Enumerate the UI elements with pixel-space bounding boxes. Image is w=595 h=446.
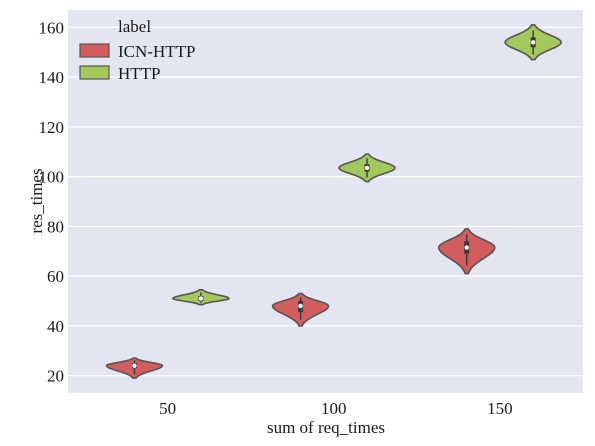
violins	[105, 24, 563, 379]
x-tick-label: 150	[487, 399, 513, 418]
legend-title: label	[118, 17, 151, 36]
y-tick-label: 140	[39, 68, 65, 87]
x-tick-label: 50	[159, 399, 176, 418]
y-axis-label: res_times	[27, 168, 46, 233]
plot-background	[68, 10, 583, 393]
y-tick-label: 100	[39, 168, 65, 187]
y-tick-label: 40	[47, 317, 64, 336]
violin-median-point	[464, 245, 469, 250]
y-tick-labels: 20 40 60 80 100 120 140 160	[39, 18, 65, 385]
violin-median-point	[198, 296, 204, 301]
violin-median-point	[298, 303, 303, 309]
x-axis-label: sum of req_times	[267, 418, 385, 437]
y-tick-label: 160	[39, 18, 65, 37]
violin-median-point	[132, 363, 137, 368]
legend: label ICN-HTTP HTTP	[79, 17, 195, 83]
grid-lines	[68, 26, 583, 377]
legend-entry-label: HTTP	[118, 64, 161, 83]
legend-swatch	[79, 43, 110, 58]
violin-median-point	[530, 40, 536, 45]
x-tick-label: 100	[321, 399, 347, 418]
x-tick-labels: 50 100 150	[159, 399, 513, 418]
legend-entry-label: ICN-HTTP	[118, 42, 195, 61]
y-tick-label: 80	[47, 217, 64, 236]
violin-median-point	[364, 165, 370, 171]
y-tick-label: 60	[47, 267, 64, 286]
y-tick-label: 20	[47, 367, 64, 386]
y-tick-label: 120	[39, 118, 65, 137]
legend-swatch	[79, 65, 110, 80]
